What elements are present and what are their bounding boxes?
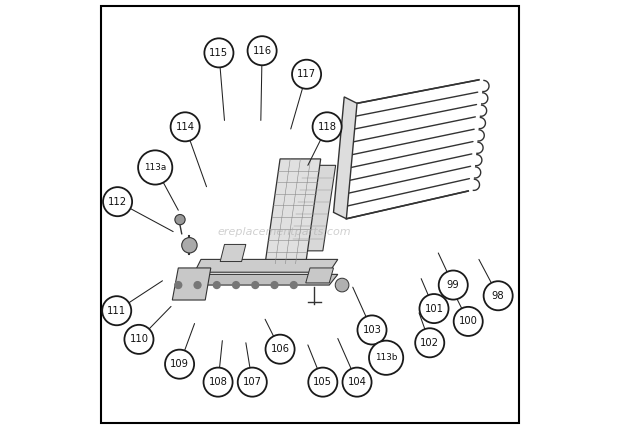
Text: ereplacementparts.com: ereplacementparts.com bbox=[218, 227, 351, 237]
Polygon shape bbox=[195, 275, 338, 285]
Circle shape bbox=[247, 36, 277, 65]
Circle shape bbox=[342, 368, 371, 397]
Text: 104: 104 bbox=[348, 377, 366, 387]
Text: 109: 109 bbox=[170, 359, 189, 369]
Polygon shape bbox=[220, 245, 246, 262]
Text: 108: 108 bbox=[208, 377, 228, 387]
Circle shape bbox=[265, 335, 294, 364]
Circle shape bbox=[271, 281, 278, 288]
Text: 114: 114 bbox=[175, 122, 195, 132]
Circle shape bbox=[252, 281, 259, 288]
Text: 106: 106 bbox=[270, 344, 290, 354]
Circle shape bbox=[369, 341, 403, 375]
Text: 113b: 113b bbox=[375, 353, 397, 362]
Circle shape bbox=[138, 150, 172, 184]
Circle shape bbox=[170, 112, 200, 142]
Circle shape bbox=[175, 281, 182, 288]
Circle shape bbox=[420, 294, 448, 323]
Circle shape bbox=[125, 325, 154, 354]
Circle shape bbox=[237, 368, 267, 397]
Circle shape bbox=[454, 307, 483, 336]
Polygon shape bbox=[306, 268, 334, 283]
Circle shape bbox=[165, 350, 194, 379]
Polygon shape bbox=[195, 260, 338, 272]
Text: 105: 105 bbox=[313, 377, 332, 387]
Circle shape bbox=[194, 281, 201, 288]
Circle shape bbox=[484, 281, 513, 310]
Text: 101: 101 bbox=[425, 304, 443, 314]
Text: 110: 110 bbox=[130, 334, 148, 344]
Circle shape bbox=[358, 315, 386, 344]
Polygon shape bbox=[265, 159, 321, 264]
Circle shape bbox=[232, 281, 239, 288]
Text: 115: 115 bbox=[210, 48, 229, 58]
Circle shape bbox=[308, 368, 337, 397]
Circle shape bbox=[103, 187, 132, 216]
Text: 98: 98 bbox=[492, 291, 505, 301]
Circle shape bbox=[102, 296, 131, 325]
Text: 112: 112 bbox=[108, 196, 127, 207]
Text: 113a: 113a bbox=[144, 163, 166, 172]
Circle shape bbox=[182, 238, 197, 253]
Text: 118: 118 bbox=[317, 122, 337, 132]
Polygon shape bbox=[172, 268, 211, 300]
Text: 107: 107 bbox=[243, 377, 262, 387]
Circle shape bbox=[439, 271, 467, 299]
Text: 99: 99 bbox=[447, 280, 459, 290]
Circle shape bbox=[203, 368, 232, 397]
Polygon shape bbox=[334, 97, 357, 219]
Circle shape bbox=[312, 112, 342, 142]
Circle shape bbox=[335, 278, 349, 292]
Text: 103: 103 bbox=[363, 325, 381, 335]
Circle shape bbox=[175, 214, 185, 225]
Text: 116: 116 bbox=[252, 46, 272, 56]
Circle shape bbox=[205, 38, 234, 67]
Circle shape bbox=[290, 281, 297, 288]
Circle shape bbox=[415, 328, 445, 357]
Text: 102: 102 bbox=[420, 338, 439, 348]
Circle shape bbox=[213, 281, 220, 288]
Text: 100: 100 bbox=[459, 317, 477, 326]
Text: 117: 117 bbox=[297, 69, 316, 79]
Circle shape bbox=[292, 60, 321, 89]
Polygon shape bbox=[291, 165, 335, 251]
Text: 111: 111 bbox=[107, 306, 126, 316]
